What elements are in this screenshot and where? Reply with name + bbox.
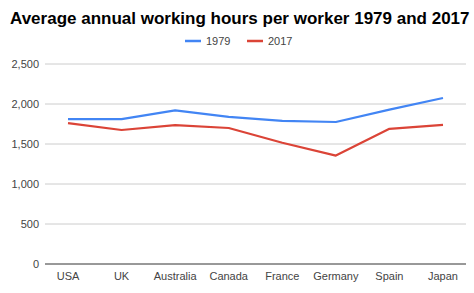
x-tick-label: Canada	[209, 270, 248, 282]
legend-swatch	[247, 40, 263, 43]
y-tick-label: 0	[33, 258, 39, 270]
series-line	[68, 98, 443, 122]
series-group	[68, 98, 443, 156]
x-axis-line	[45, 264, 466, 265]
x-tick-label: France	[265, 270, 299, 282]
chart-title: Average annual working hours per worker …	[10, 9, 470, 28]
x-tick-label: UK	[114, 270, 130, 282]
y-tick-label: 2,000	[11, 98, 39, 110]
x-tick-label: Australia	[154, 270, 198, 282]
x-tick-label: USA	[57, 270, 80, 282]
legend: 1979 2017	[185, 35, 292, 47]
y-axis: 0 500 1,000 1,500 2,000 2,500	[11, 58, 466, 270]
x-tick-label: Spain	[375, 270, 403, 282]
grid-line	[45, 104, 466, 105]
grid-line	[45, 64, 466, 65]
x-tick-label: Germany	[313, 270, 359, 282]
x-tick-label: Japan	[428, 270, 458, 282]
x-axis: USA UK Australia Canada France Germany Spain Ja…	[57, 270, 458, 282]
legend-label: 2017	[268, 35, 292, 47]
chart-container: Average annual working hours per worker …	[0, 0, 474, 293]
legend-label: 1979	[206, 35, 230, 47]
y-tick-label: 1,500	[11, 138, 39, 150]
y-tick-label: 2,500	[11, 58, 39, 70]
grid-line	[45, 184, 466, 185]
chart-svg: Average annual working hours per worker …	[0, 0, 474, 293]
legend-swatch	[185, 40, 201, 43]
grid-line	[45, 144, 466, 145]
y-tick-label: 1,000	[11, 178, 39, 190]
series-line	[68, 123, 443, 155]
grid-line	[45, 224, 466, 225]
y-tick-label: 500	[21, 218, 39, 230]
